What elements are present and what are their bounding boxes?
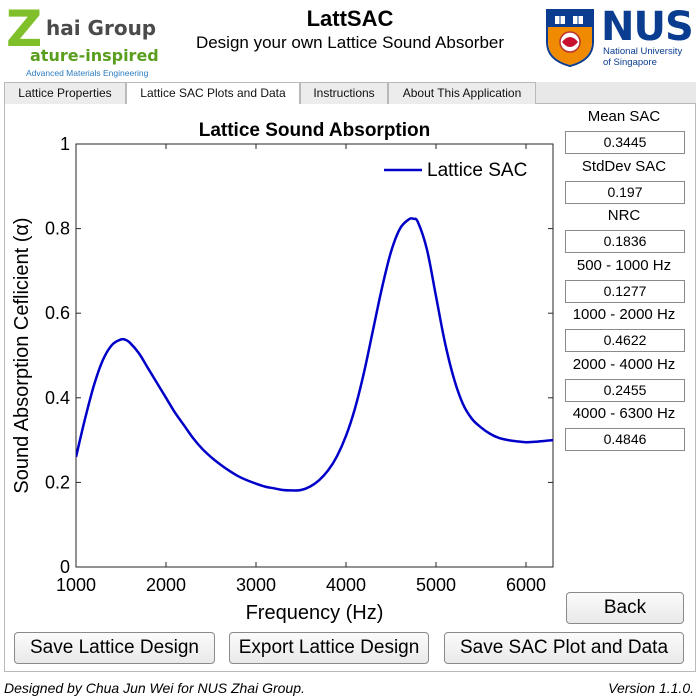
x-tick-label: 1000: [56, 575, 96, 595]
stat-label: 4000 - 6300 Hz: [572, 405, 676, 422]
stat-value-field: 0.4846: [565, 428, 685, 451]
logo-tagline: Advanced Materials Engineering: [26, 68, 149, 78]
nus-subtitle-line1: National University: [603, 46, 683, 57]
tab-bar: Lattice Properties Lattice SAC Plots and…: [4, 82, 696, 105]
nus-wordmark: NUS: [601, 4, 694, 50]
x-tick-label: 6000: [506, 575, 546, 595]
tab-instructions[interactable]: Instructions: [300, 82, 388, 104]
logo-z-letter: Z: [6, 0, 43, 58]
stat-label: Mean SAC: [587, 108, 661, 125]
y-tick-label: 0.2: [45, 472, 70, 492]
logo-hai-group: hai Group: [46, 16, 157, 40]
y-tick-label: 0: [60, 557, 70, 577]
footer-version: Version 1.1.0.: [608, 680, 694, 696]
export-lattice-design-button[interactable]: Export Lattice Design: [229, 632, 429, 664]
x-tick-label: 4000: [326, 575, 366, 595]
back-button[interactable]: Back: [566, 592, 684, 624]
tab-lattice-sac-plots[interactable]: Lattice SAC Plots and Data: [126, 82, 300, 105]
legend-label: Lattice SAC: [427, 160, 527, 181]
stat-label: 2000 - 4000 Hz: [572, 355, 676, 373]
stat-label: 1000 - 2000 Hz: [572, 306, 676, 323]
x-tick-label: 5000: [416, 575, 456, 595]
sac-chart: Lattice Sound Absorption 1000 2000 3000 4000…: [11, 120, 554, 624]
x-tick-label: 2000: [146, 575, 186, 595]
tab-lattice-properties[interactable]: Lattice Properties: [4, 82, 126, 104]
plot-area: [75, 143, 554, 568]
stat-value-field: 0.1277: [565, 279, 685, 303]
series-line-0: [76, 217, 553, 492]
save-sac-plot-button[interactable]: Save SAC Plot and Data: [444, 632, 684, 664]
x-axis-label: Frequency (Hz): [246, 602, 384, 624]
footer-credit: Designed by Chua Jun Wei for NUS Zhai Gr…: [4, 680, 305, 696]
save-lattice-design-button[interactable]: Save Lattice Design: [14, 632, 215, 664]
x-tick-label: 3000: [236, 575, 276, 595]
app-subtitle: Design your own Lattice Sound Absorber: [195, 33, 505, 52]
stat-value-field: 0.197: [565, 180, 685, 204]
logo-nature-inspired: ature-inspired: [30, 46, 159, 65]
y-tick-label: 0.6: [45, 303, 70, 323]
nus-crest-icon: [546, 9, 594, 68]
nus-logo: NUS National University of Singapore: [545, 4, 695, 70]
stat-value-field: 0.2455: [565, 378, 685, 402]
app-title: LattSAC: [306, 6, 394, 31]
stat-value-field: 0.4622: [565, 329, 685, 352]
y-tick-label: 0.4: [45, 388, 70, 408]
stat-value-field: 0.3445: [565, 131, 685, 154]
zhai-group-logo: Z hai Group ature-inspired Advanced Mate…: [6, 0, 159, 78]
stat-label: 500 - 1000 Hz: [576, 256, 672, 274]
y-tick-label: 0.8: [45, 219, 70, 239]
y-axis-label: Sound Absorption Ceflicient (α): [11, 217, 33, 493]
stat-label: StdDev SAC: [581, 157, 667, 175]
tab-about[interactable]: About This Application: [388, 82, 536, 104]
y-tick-label: 1: [60, 134, 70, 154]
stat-value-field: 0.1836: [565, 230, 685, 253]
stat-label: NRC: [607, 207, 641, 224]
chart-title: Lattice Sound Absorption: [199, 120, 431, 141]
nus-subtitle-line2: of Singapore: [603, 57, 657, 68]
